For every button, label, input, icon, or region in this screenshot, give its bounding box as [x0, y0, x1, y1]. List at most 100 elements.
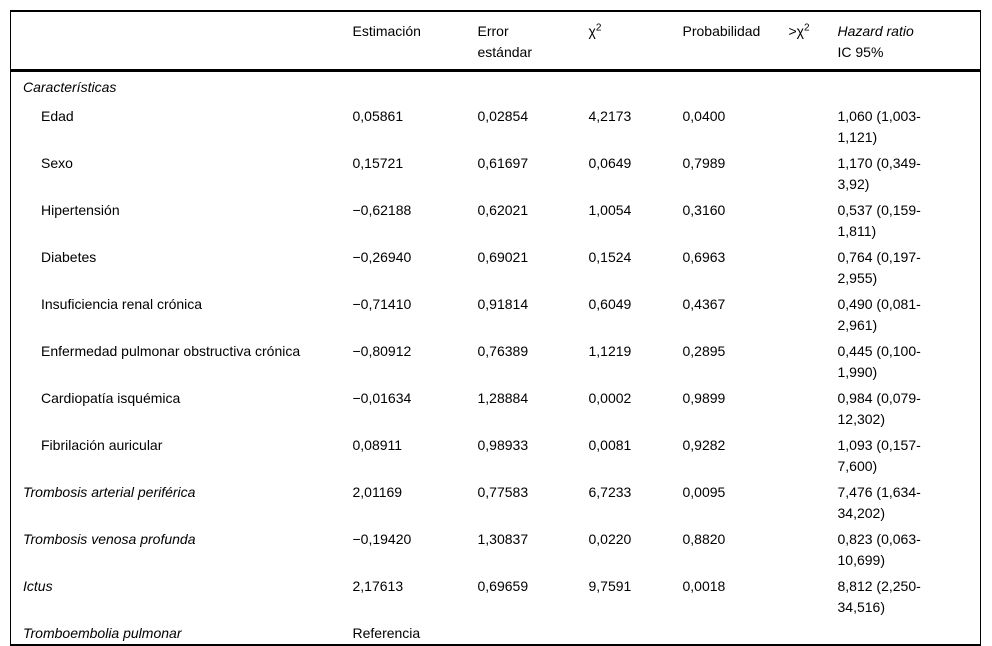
table-row: Características: [11, 71, 981, 101]
probability-cell: 0,4367: [682, 295, 726, 312]
header-hazard-ratio: Hazard ratio IC 95%: [838, 11, 981, 71]
hazard-ratio-cell: 1,093 (0,157-7,600): [837, 436, 921, 474]
gt-chi2-cell: [789, 242, 838, 289]
gt-chi2-cell: [789, 336, 838, 383]
estimate-cell: 0,15721: [352, 154, 404, 171]
page: Estimación Error estándar χ2 Probabilida…: [10, 10, 981, 646]
header-hazard-ratio-label: Hazard ratio: [837, 23, 914, 39]
gt-chi2-cell: [789, 618, 838, 645]
table-row: Tromboembolia pulmonar Referencia: [11, 618, 981, 645]
gt-chi2-cell: [789, 101, 838, 148]
table-row: Diabetes −0,26940 0,69021 0,1524 0,6963 0,764…: [11, 242, 981, 289]
chi2-cell: 0,1524: [588, 248, 632, 265]
table-body: Características Edad 0,05861 0,02854 4,2173 0…: [11, 71, 981, 645]
header-std-error: Error estándar: [478, 11, 589, 71]
row-label: Ictus: [23, 577, 53, 594]
estimate-cell: −0,01634: [352, 389, 412, 406]
row-label: Características: [23, 79, 117, 95]
hazard-ratio-cell: 0,984 (0,079-12,302): [837, 389, 921, 427]
stderr-cell: 0,02854: [477, 107, 529, 124]
row-label: Tromboembolia pulmonar: [23, 624, 182, 641]
hazard-ratio-cell: 0,490 (0,081-2,961): [837, 295, 921, 333]
probability-cell: 0,0018: [682, 577, 726, 594]
row-label: Sexo: [41, 154, 73, 171]
estimate-cell: [353, 71, 478, 101]
hazard-ratio-cell: 7,476 (1,634-34,202): [837, 483, 921, 521]
estimate-cell: −0,80912: [352, 342, 412, 359]
chi2-cell: 0,0002: [588, 389, 632, 406]
chi2-cell: 0,0081: [588, 436, 632, 453]
estimate-cell: 0,08911: [352, 436, 403, 453]
chi2-cell: 0,0220: [588, 530, 632, 547]
header-chi2-sup: 2: [595, 22, 602, 34]
probability-cell: 0,8820: [682, 530, 726, 547]
estimate-cell: 0,05861: [352, 107, 404, 124]
hazard-ratio-cell: 0,537 (0,159-1,811): [837, 201, 921, 239]
chi2-cell: [589, 71, 683, 101]
row-label: Edad: [41, 107, 74, 124]
stderr-cell: 1,30837: [477, 530, 529, 547]
header-chi2: χ2: [589, 11, 683, 71]
row-label: Cardiopatía isquémica: [41, 389, 181, 406]
row-label: Fibrilación auricular: [41, 436, 163, 453]
row-label: Trombosis venosa profunda: [23, 530, 196, 547]
hazard-ratio-cell: 8,812 (2,250-34,516): [837, 577, 921, 615]
hazard-ratio-cell: 0,764 (0,197-2,955): [837, 248, 921, 286]
probability-cell: 0,0095: [682, 483, 726, 500]
gt-chi2-cell: [789, 148, 838, 195]
header-ic95-label: IC 95%: [837, 44, 884, 60]
header-probability: Probabilidad: [683, 11, 789, 71]
gt-chi2-cell: [789, 477, 838, 524]
chi2-cell: 0,0649: [588, 154, 632, 171]
header-chi2-label: χ: [588, 23, 596, 39]
results-table: Estimación Error estándar χ2 Probabilida…: [10, 10, 981, 646]
chi2-cell: 6,7233: [588, 483, 632, 500]
probability-cell: [683, 618, 789, 645]
hazard-ratio-cell: 1,170 (0,349-3,92): [837, 154, 921, 192]
hazard-ratio-cell: 1,060 (1,003-1,121): [837, 107, 921, 145]
table-header: Estimación Error estándar χ2 Probabilida…: [10, 11, 981, 71]
header-row: Estimación Error estándar χ2 Probabilida…: [10, 11, 981, 71]
table-row: Fibrilación auricular 0,08911 0,98933 0,008…: [11, 430, 981, 477]
row-label: Trombosis arterial periférica: [23, 483, 196, 500]
probability-cell: 0,7989: [682, 154, 726, 171]
probability-cell: 0,2895: [682, 342, 726, 359]
probability-cell: 0,6963: [682, 248, 726, 265]
probability-cell: 0,9282: [682, 436, 726, 453]
header-estimate-label: Estimación: [352, 23, 421, 39]
probability-cell: [683, 71, 789, 101]
table-row: Insuficiencia renal crónica −0,71410 0,918…: [11, 289, 981, 336]
row-label: Diabetes: [41, 248, 97, 265]
gt-chi2-cell: [789, 289, 838, 336]
table-row: Hipertensión −0,62188 0,62021 1,0054 0,3160 0…: [11, 195, 981, 242]
probability-cell: 0,0400: [682, 107, 726, 124]
table-row: Enfermedad pulmonar obstructiva crónica −…: [11, 336, 981, 383]
stderr-cell: [478, 618, 589, 645]
estimate-cell: −0,26940: [352, 248, 412, 265]
table-row: Trombosis arterial periférica 2,01169 0,77…: [11, 477, 981, 524]
header-feature: [11, 11, 353, 71]
table-row: Cardiopatía isquémica −0,01634 1,28884 0,00…: [11, 383, 981, 430]
header-std-error-label: Error estándar: [477, 23, 532, 60]
stderr-cell: 0,69021: [477, 248, 529, 265]
header-estimate: Estimación: [353, 11, 478, 71]
row-label: Enfermedad pulmonar obstructiva crónica: [41, 342, 301, 359]
gt-chi2-cell: [789, 195, 838, 242]
stderr-cell: [478, 71, 589, 101]
hazard-ratio-cell: 0,445 (0,100-1,990): [837, 342, 921, 380]
header-probability-label: Probabilidad: [682, 23, 761, 39]
header-gt-chi2-sup: 2: [804, 22, 810, 34]
chi2-cell: 0,6049: [588, 295, 632, 312]
stderr-cell: 0,61697: [477, 154, 529, 171]
estimate-cell: −0,62188: [352, 201, 412, 218]
row-label: Insuficiencia renal crónica: [41, 295, 203, 312]
gt-chi2-cell: [789, 571, 838, 618]
stderr-cell: 1,28884: [477, 389, 529, 406]
header-gt-chi2: >χ2: [789, 11, 838, 71]
row-label: Hipertensión: [41, 201, 120, 218]
chi2-cell: 1,0054: [588, 201, 632, 218]
stderr-cell: 0,76389: [477, 342, 529, 359]
chi2-cell: 9,7591: [588, 577, 632, 594]
table-row: Trombosis venosa profunda −0,19420 1,30837…: [11, 524, 981, 571]
stderr-cell: 0,62021: [477, 201, 529, 218]
